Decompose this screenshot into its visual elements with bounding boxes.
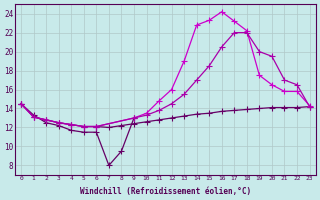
X-axis label: Windchill (Refroidissement éolien,°C): Windchill (Refroidissement éolien,°C) (80, 187, 251, 196)
